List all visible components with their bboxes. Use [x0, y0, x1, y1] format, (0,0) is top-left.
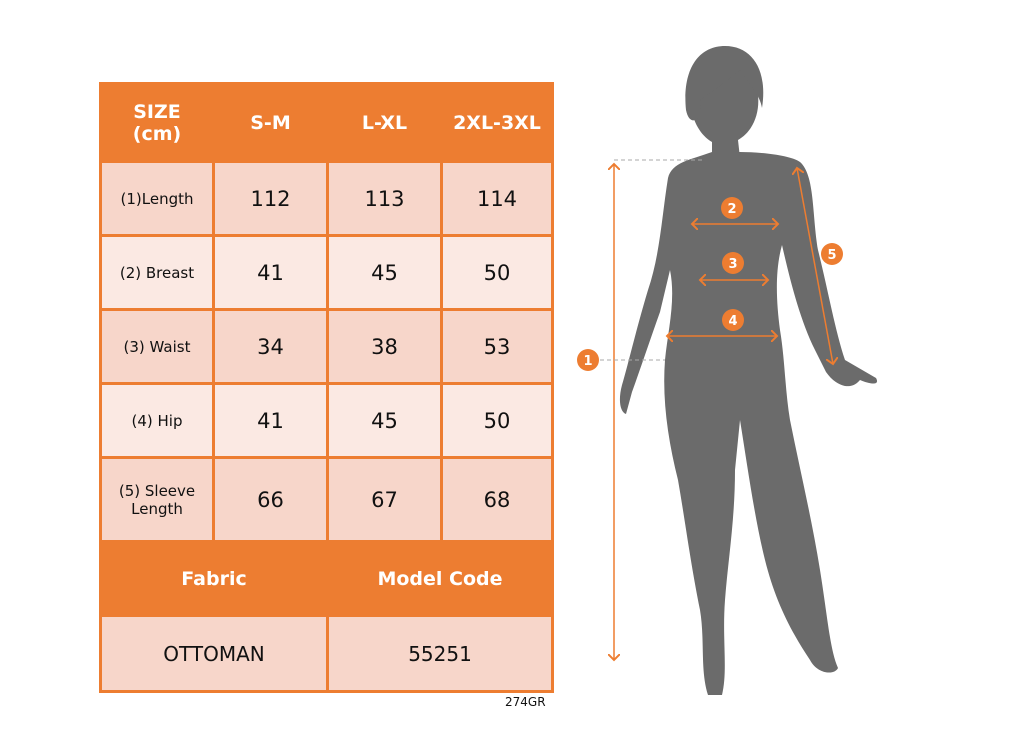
cell: 50	[440, 234, 554, 311]
silhouette	[619, 46, 878, 695]
header-row: SIZE (cm) S-M L-XL 2XL-3XL	[99, 82, 554, 163]
svg-text:3: 3	[728, 257, 737, 272]
product-code: 274GR	[505, 695, 546, 709]
table-row: (4) Hip 41 45 50	[99, 382, 554, 459]
cell: 41	[212, 382, 329, 459]
svg-text:2: 2	[727, 202, 736, 217]
table-row: (3) Waist 34 38 53	[99, 308, 554, 385]
marker-waist: 3	[722, 252, 744, 274]
row-label: (4) Hip	[99, 382, 215, 459]
row-label: (3) Waist	[99, 308, 215, 385]
torso-legs	[619, 152, 878, 695]
marker-breast: 2	[721, 197, 743, 219]
cell: 53	[440, 308, 554, 385]
row-label: (2) Breast	[99, 234, 215, 311]
model-code-value: 55251	[326, 614, 554, 693]
cell: 112	[212, 160, 329, 237]
cell: 38	[326, 308, 443, 385]
measure-lines	[614, 164, 833, 660]
table-row: (1)Length 112 113 114	[99, 160, 554, 237]
cell: 34	[212, 308, 329, 385]
fabric-row: OTTOMAN 55251	[99, 614, 554, 693]
col-header: S-M	[212, 82, 329, 163]
cell: 113	[326, 160, 443, 237]
cell: 45	[326, 382, 443, 459]
cell: 41	[212, 234, 329, 311]
table-row: (5) Sleeve Length 66 67 68	[99, 456, 554, 543]
row-label: (5) Sleeve Length	[99, 456, 215, 543]
row-label: (1)Length	[99, 160, 215, 237]
fabric-value: OTTOMAN	[99, 614, 329, 693]
marker-length: 1	[577, 349, 599, 371]
cell: 45	[326, 234, 443, 311]
table-row: (2) Breast 41 45 50	[99, 234, 554, 311]
svg-text:1: 1	[583, 354, 592, 369]
size-header: SIZE (cm)	[99, 82, 215, 163]
hair	[685, 46, 764, 121]
cell: 50	[440, 382, 554, 459]
guide-lines	[600, 159, 705, 361]
marker-sleeve: 5	[821, 243, 843, 265]
cell: 67	[326, 456, 443, 543]
col-header: L-XL	[326, 82, 443, 163]
marker-hip: 4	[722, 309, 744, 331]
cell: 114	[440, 160, 554, 237]
col-header: 2XL-3XL	[440, 82, 554, 163]
svg-text:5: 5	[827, 248, 836, 263]
cell: 68	[440, 456, 554, 543]
sleeve-arrow	[797, 168, 833, 364]
model-code-header: Model Code	[326, 540, 554, 617]
size-table: SIZE (cm) S-M L-XL 2XL-3XL (1)Length 112 …	[99, 82, 554, 693]
fabric-header-row: Fabric Model Code	[99, 540, 554, 617]
svg-text:4: 4	[728, 314, 737, 329]
cell: 66	[212, 456, 329, 543]
fabric-header: Fabric	[99, 540, 329, 617]
